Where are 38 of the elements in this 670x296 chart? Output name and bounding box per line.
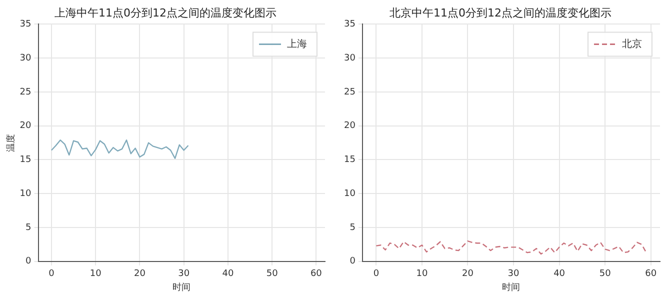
y-tick-label: 0 — [26, 256, 32, 267]
x-tick-label: 0 — [48, 269, 55, 280]
y-tick-label: 35 — [20, 20, 32, 30]
y-tick-label: 35 — [344, 20, 356, 30]
x-tick-label: 60 — [645, 269, 657, 280]
y-tick-label: 15 — [20, 155, 32, 166]
x-tick-label: 50 — [266, 269, 278, 280]
y-tick-label: 15 — [344, 155, 356, 166]
y-tick-label: 0 — [350, 256, 356, 267]
x-tick-label: 40 — [554, 269, 566, 280]
x-tick-label: 20 — [462, 269, 474, 280]
legend-label: 上海 — [287, 38, 307, 50]
chart-title: 上海中午11点0分到12点之间的温度变化图示 — [54, 6, 276, 20]
x-axis-title: 时间 — [502, 282, 520, 293]
y-tick-label: 25 — [20, 87, 32, 98]
x-tick-label: 30 — [178, 269, 190, 280]
y-tick-label: 20 — [20, 121, 32, 132]
x-tick-label: 20 — [134, 269, 146, 280]
x-tick-label: 10 — [416, 269, 428, 280]
x-tick-label: 60 — [310, 269, 322, 280]
y-tick-label: 25 — [344, 87, 356, 98]
line-series — [376, 240, 647, 255]
y-axis-title: 温度 — [6, 134, 17, 152]
x-tick-label: 10 — [90, 269, 102, 280]
x-tick-label: 30 — [508, 269, 520, 280]
legend-label: 北京 — [622, 38, 642, 50]
x-axis-title: 时间 — [172, 282, 191, 293]
x-tick-label: 40 — [222, 269, 234, 280]
y-tick-label: 30 — [344, 53, 356, 64]
x-tick-label: 0 — [373, 269, 380, 280]
y-tick-label: 10 — [344, 188, 356, 199]
x-tick-label: 50 — [599, 269, 612, 280]
chart-title: 北京中午11点0分到12点之间的温度变化图示 — [390, 6, 612, 20]
y-tick-label: 5 — [350, 222, 356, 233]
y-tick-label: 10 — [20, 188, 32, 199]
y-tick-label: 5 — [26, 222, 32, 233]
y-tick-label: 20 — [344, 121, 356, 132]
y-tick-label: 30 — [20, 53, 32, 64]
